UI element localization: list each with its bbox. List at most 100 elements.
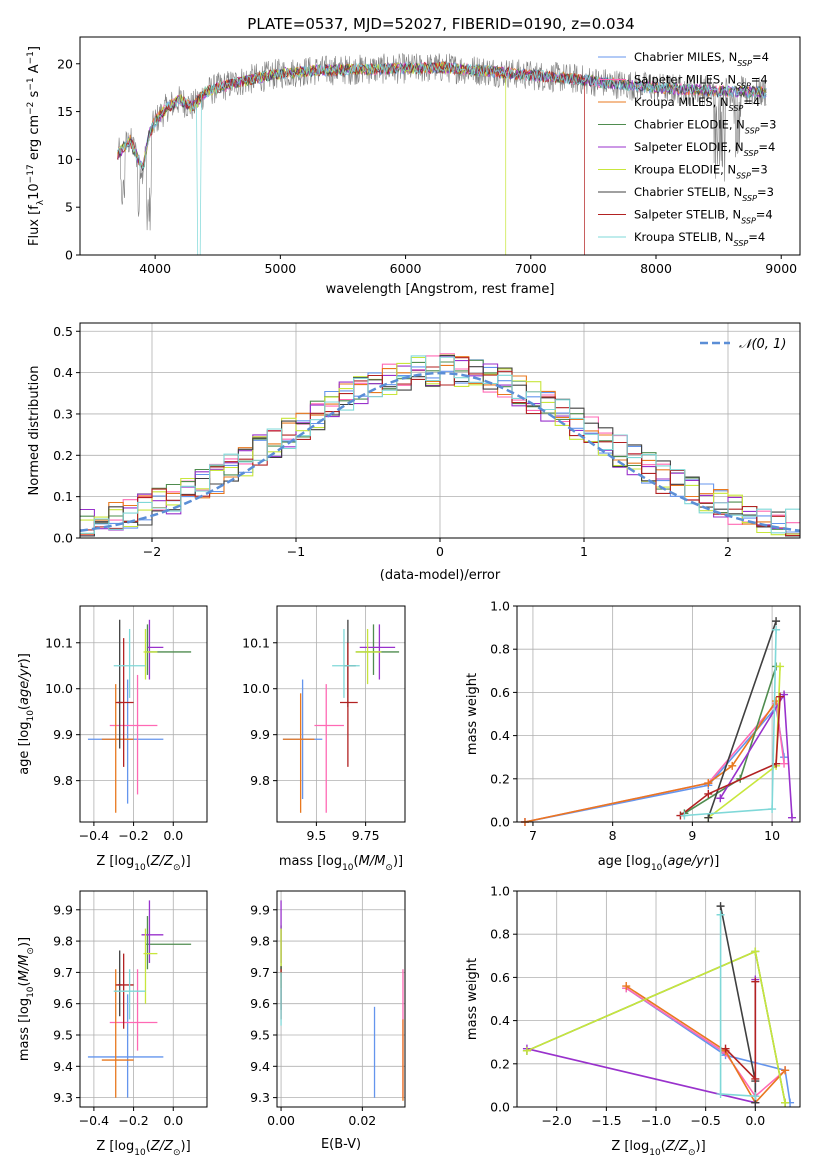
legend-count: =4: [758, 140, 775, 154]
x-tick-label: −1: [287, 544, 305, 559]
legend-subscript: SSP: [744, 149, 759, 158]
y-tick-label: 9.9: [250, 727, 270, 742]
y-axis-label: Flux [fλ10−17 erg cm−2 s−1 A−1]: [26, 46, 46, 246]
x-tick-label: 0.0: [163, 1113, 183, 1128]
label-part: )]: [17, 937, 32, 947]
y-tick-label: 0.6: [490, 685, 510, 700]
y-axis-label: age [log10(age/yr)]: [17, 653, 36, 775]
y-tick-label: 10.1: [242, 635, 270, 650]
label-part: (: [662, 854, 667, 869]
label-part: −17: [26, 164, 36, 183]
model-spectrum-line: [117, 61, 767, 171]
legend-count: =4: [756, 208, 773, 222]
y-tick-label: 10.1: [45, 635, 73, 650]
plot-background: [277, 891, 405, 1107]
plot-background: [80, 37, 800, 255]
y-tick-label: 0.2: [53, 448, 73, 463]
y-tick-label: 9.9: [53, 902, 73, 917]
plot-background: [80, 606, 207, 822]
figure-title: PLATE=0537, MJD=52027, FIBERID=0190, z=0…: [247, 15, 634, 33]
weight-marker: [751, 1092, 760, 1101]
y-tick-label: 15: [57, 104, 73, 119]
x-axis-label: age [log10(age/yr)]: [598, 854, 720, 873]
plot-background: [277, 606, 405, 822]
x-tick-label: 0.0: [163, 828, 183, 843]
x-tick-label: −0.2: [118, 828, 148, 843]
y-tick-label: 0.4: [490, 728, 510, 743]
y-tick-label: 0.0: [490, 815, 510, 830]
x-tick-label: −1.0: [641, 1113, 671, 1128]
y-axis-label: Normed distribution: [27, 366, 42, 496]
y-tick-label: 9.7: [250, 965, 270, 980]
weight-line: [625, 987, 786, 1098]
label-part: ⊙: [173, 1148, 181, 1158]
label-part: λ: [36, 199, 46, 205]
x-axis-label: E(B-V): [321, 1137, 361, 1152]
label-part: erg cm: [27, 115, 42, 164]
x-tick-label: 0: [436, 544, 444, 559]
weight-marker: [622, 982, 631, 991]
legend-entry: Salpeter STELIB, NSSP=4: [634, 208, 773, 226]
x-tick-label: 10: [764, 828, 780, 843]
y-tick-label: 9.8: [53, 773, 73, 788]
axes-frame: [276, 605, 406, 823]
label-part: (: [17, 705, 32, 710]
label-part: Z/Z: [665, 1139, 689, 1154]
weight-marker: [768, 805, 777, 814]
y-tick-label: 0.3: [53, 406, 73, 421]
legend-count: =3: [760, 118, 777, 132]
y-tick-label: 9.7: [53, 965, 73, 980]
weight-marker: [716, 910, 725, 919]
y-tick-label: 10.0: [45, 681, 73, 696]
weight-marker: [680, 811, 689, 820]
model-spectrum-line: [117, 61, 767, 256]
label-part: ]: [27, 46, 42, 51]
y-tick-label: 1.0: [490, 884, 510, 899]
weight-marker: [728, 761, 737, 770]
legend-subscript: SSP: [736, 171, 751, 180]
label-part: 10: [26, 986, 36, 998]
legend-series-name: Kroupa MILES, N: [634, 95, 729, 109]
label-part: Flux [f: [27, 205, 42, 246]
label-part: M/M: [359, 854, 386, 869]
legend-series-name: Salpeter STELIB, N: [634, 208, 741, 222]
legend-entry: Kroupa MILES, NSSP=4: [634, 95, 760, 113]
label-part: s: [27, 90, 42, 101]
legend-entry: Salpeter ELODIE, NSSP=4: [634, 140, 775, 158]
label-part: )]: [709, 854, 719, 869]
y-tick-label: 9.9: [53, 727, 73, 742]
x-tick-label: 9.5: [306, 828, 326, 843]
y-tick-label: 10: [57, 152, 73, 167]
weight-marker: [751, 977, 760, 986]
legend-subscript: SSP: [729, 104, 744, 113]
label-part: 10: [134, 1148, 146, 1158]
legend-subscript: SSP: [737, 59, 752, 68]
x-axis-label: (data-model)/error: [380, 568, 501, 583]
label-part: −1: [26, 77, 36, 90]
weight-marker: [704, 813, 713, 822]
y-tick-label: 9.9: [250, 902, 270, 917]
y-tick-label: 9.8: [53, 934, 73, 949]
age-vs-metallicity-panel: −0.4 −0.2 0.09.89.910.010.1Z [log10(Z/Z⊙)]…: [17, 605, 208, 873]
weight-marker: [716, 902, 725, 911]
legend-entry: Kroupa STELIB, NSSP=4: [634, 230, 765, 248]
x-axis-label: Z [log10(Z/Z⊙)]: [96, 1139, 190, 1158]
x-tick-label: 7: [529, 828, 537, 843]
legend-entry: Chabrier MILES, NSSP=4: [634, 50, 769, 68]
label-part: A: [27, 64, 42, 77]
y-tick-label: 9.8: [250, 773, 270, 788]
label-part: (: [146, 854, 151, 869]
label-part: 10: [27, 183, 42, 200]
weight-marker: [776, 662, 785, 671]
y-tick-label: 0.0: [53, 531, 73, 546]
x-tick-label: 9.75: [352, 828, 380, 843]
y-tick-label: 0.0: [490, 1100, 510, 1115]
residuals-panel: −2 −1 0 1 2 0.0 0.1 0.2 0.3 0.4 0.5 (data-model)/er…: [27, 322, 801, 583]
y-tick-label: 9.3: [53, 1090, 73, 1105]
x-axis-label: wavelength [Angstrom, rest frame]: [326, 282, 555, 297]
y-tick-label: 9.6: [53, 996, 73, 1011]
weight-marker: [721, 1044, 730, 1053]
x-tick-label: −0.2: [118, 1113, 148, 1128]
label-part: M/M: [17, 955, 32, 982]
mass-vs-metallicity-panel: −0.4 −0.2 0.09.39.49.59.69.79.89.9Z [log10…: [17, 890, 208, 1158]
